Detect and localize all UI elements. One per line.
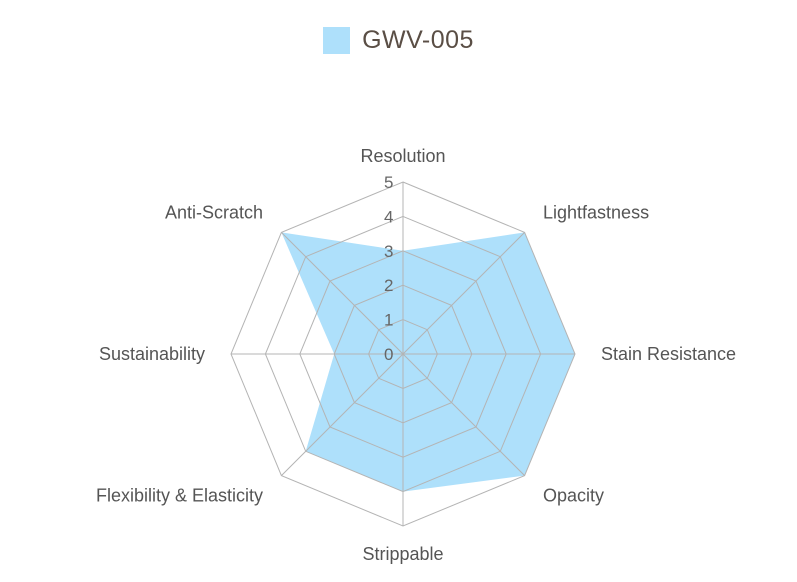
grid-spoke-7 bbox=[281, 232, 404, 355]
axis-label-opacity: Opacity bbox=[543, 485, 604, 505]
grid-spoke-1 bbox=[402, 232, 525, 355]
legend-swatch[interactable] bbox=[323, 27, 351, 54]
axis-label-stain-resistance: Stain Resistance bbox=[601, 344, 736, 364]
legend: GWV-005 bbox=[0, 26, 797, 55]
grid-spoke-5 bbox=[281, 353, 404, 476]
axis-label-resolution: Resolution bbox=[360, 146, 445, 166]
tick-label-5: 5 bbox=[384, 173, 393, 192]
axis-label-lightfastness: Lightfastness bbox=[543, 203, 649, 223]
radar-axis-labels: Resolution Lightfastness Stain Resistance O… bbox=[96, 146, 736, 564]
axis-label-flexibility-elasticity: Flexibility & Elasticity bbox=[96, 485, 263, 505]
grid-spoke-3 bbox=[402, 353, 525, 476]
tick-label-1: 1 bbox=[384, 311, 393, 330]
series-area-0[interactable] bbox=[281, 232, 575, 492]
legend-label: GWV-005 bbox=[362, 26, 474, 54]
tick-label-4: 4 bbox=[384, 207, 393, 226]
radar-series bbox=[281, 232, 575, 492]
radar-tick-labels: 0 1 2 3 4 5 bbox=[384, 173, 393, 364]
tick-label-3: 3 bbox=[384, 242, 393, 261]
tick-label-2: 2 bbox=[384, 276, 393, 295]
radar-grid bbox=[230, 181, 576, 527]
tick-label-0: 0 bbox=[384, 345, 393, 364]
axis-label-anti-scratch: Anti-Scratch bbox=[165, 203, 263, 223]
axis-label-strippable: Strippable bbox=[362, 544, 443, 564]
axis-label-sustainability: Sustainability bbox=[99, 344, 205, 364]
